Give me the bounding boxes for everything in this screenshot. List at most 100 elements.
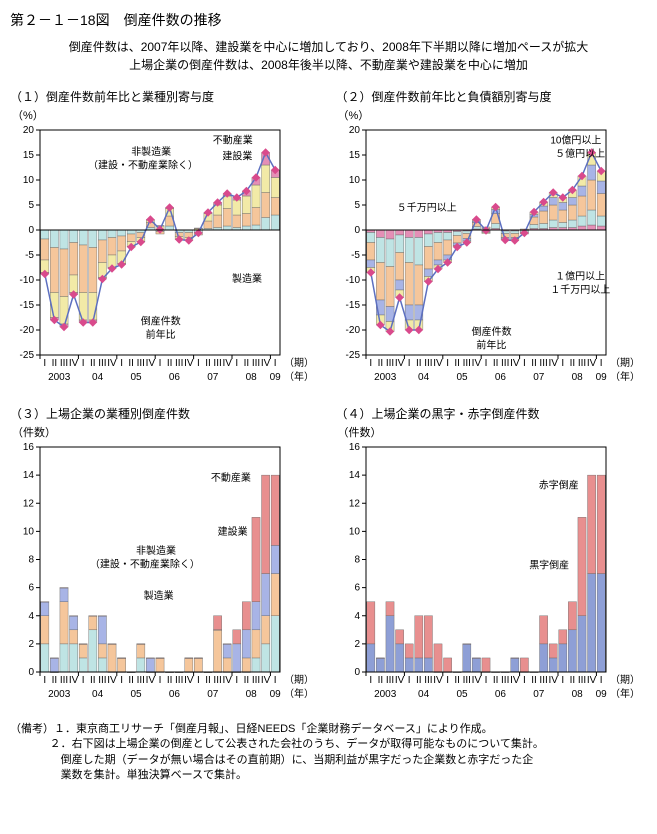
svg-text:I: I	[82, 675, 85, 686]
svg-text:II: II	[492, 675, 498, 686]
svg-text:-10: -10	[20, 275, 35, 286]
svg-text:8: 8	[354, 555, 360, 566]
svg-text:II: II	[128, 358, 134, 369]
svg-text:５千万円以上: ５千万円以上	[396, 202, 456, 214]
svg-text:II: II	[416, 675, 422, 686]
svg-text:I: I	[159, 675, 162, 686]
svg-text:III: III	[175, 358, 183, 369]
svg-text:倒産件数: 倒産件数	[141, 315, 181, 328]
svg-text:-5: -5	[351, 250, 360, 261]
svg-text:I: I	[407, 675, 410, 686]
svg-text:16: 16	[23, 442, 35, 453]
svg-text:-25: -25	[20, 350, 35, 361]
panel-4-title: （４）上場企業の黒字・赤字倒産件数	[336, 405, 648, 422]
svg-text:10億円以上: 10億円以上	[550, 134, 601, 147]
svg-text:I: I	[43, 675, 46, 686]
svg-text:不動産業: 不動産業	[211, 471, 251, 484]
svg-text:I: I	[446, 358, 449, 369]
panel-1-title: （１）倒産件数前年比と業種別寄与度	[10, 88, 322, 105]
svg-text:05: 05	[130, 689, 142, 700]
svg-text:前年比: 前年比	[476, 338, 506, 351]
svg-text:倒産件数: 倒産件数	[471, 325, 511, 338]
svg-text:-20: -20	[20, 325, 35, 336]
svg-text:II: II	[205, 358, 211, 369]
svg-text:10: 10	[348, 526, 360, 537]
svg-text:2003: 2003	[374, 372, 397, 383]
svg-text:（期）: （期）	[610, 674, 640, 686]
svg-text:-5: -5	[25, 250, 34, 261]
panel-2: （２）倒産件数前年比と負債額別寄与度 （%） -25-20-15-10-5051…	[336, 88, 648, 395]
svg-text:0: 0	[28, 225, 34, 236]
svg-text:20: 20	[23, 125, 35, 136]
svg-text:06: 06	[494, 372, 506, 383]
chart-4: 0246810121416IIIIIIIVIIIIIIIVIIIIIIIVIII…	[336, 442, 641, 712]
svg-text:07: 07	[207, 689, 219, 700]
svg-text:09: 09	[595, 689, 607, 700]
svg-text:（年）: （年）	[610, 370, 640, 383]
svg-text:II: II	[416, 358, 422, 369]
svg-text:I: I	[274, 358, 277, 369]
panel-1: （１）倒産件数前年比と業種別寄与度 （%） -25-20-15-10-50510…	[10, 88, 322, 395]
svg-text:4: 4	[28, 611, 34, 622]
svg-text:II: II	[569, 675, 575, 686]
svg-text:06: 06	[169, 689, 181, 700]
svg-text:II: II	[531, 358, 537, 369]
svg-text:10: 10	[23, 175, 35, 186]
panel-3-unit: （件数）	[12, 424, 322, 440]
svg-text:非製造業: 非製造業	[136, 544, 176, 557]
svg-text:（建設・不動産業除く）: （建設・不動産業除く）	[88, 158, 198, 171]
svg-text:I: I	[43, 358, 46, 369]
svg-text:II: II	[569, 358, 575, 369]
svg-text:III: III	[98, 675, 106, 686]
svg-text:09: 09	[270, 372, 282, 383]
svg-text:05: 05	[130, 372, 142, 383]
svg-text:IV: IV	[184, 675, 194, 686]
svg-text:IV: IV	[107, 675, 117, 686]
svg-text:（期）: （期）	[284, 674, 314, 686]
svg-text:III: III	[539, 675, 547, 686]
svg-text:I: I	[120, 358, 123, 369]
svg-text:I: I	[523, 358, 526, 369]
svg-text:（期）: （期）	[610, 357, 640, 369]
svg-text:6: 6	[28, 583, 34, 594]
svg-text:IV: IV	[261, 675, 271, 686]
svg-text:II: II	[52, 675, 58, 686]
svg-text:III: III	[539, 358, 547, 369]
svg-text:15: 15	[348, 150, 360, 161]
svg-text:（建設・不動産業除く）: （建設・不動産業除く）	[90, 557, 200, 570]
svg-text:0: 0	[28, 667, 34, 678]
svg-text:16: 16	[348, 442, 360, 453]
svg-text:15: 15	[23, 150, 35, 161]
svg-text:III: III	[98, 358, 106, 369]
svg-text:II: II	[377, 675, 383, 686]
svg-text:III: III	[385, 675, 393, 686]
svg-text:II: II	[90, 358, 96, 369]
svg-text:製造業: 製造業	[144, 589, 174, 602]
svg-text:II: II	[454, 675, 460, 686]
svg-text:III: III	[137, 675, 145, 686]
svg-text:04: 04	[418, 689, 430, 700]
figure-title: 第２－１－18図 倒産件数の推移	[10, 10, 647, 30]
svg-text:04: 04	[92, 689, 104, 700]
svg-text:III: III	[462, 675, 470, 686]
svg-text:５億円以上: ５億円以上	[555, 147, 605, 160]
svg-text:08: 08	[571, 372, 583, 383]
svg-text:I: I	[446, 675, 449, 686]
svg-text:2003: 2003	[374, 689, 397, 700]
svg-text:IV: IV	[510, 358, 520, 369]
svg-text:黒字倒産: 黒字倒産	[529, 559, 569, 572]
svg-text:2003: 2003	[48, 372, 71, 383]
svg-text:IV: IV	[184, 358, 194, 369]
svg-text:建設業: 建設業	[222, 149, 252, 162]
svg-text:II: II	[167, 358, 173, 369]
svg-text:12: 12	[23, 498, 35, 509]
svg-text:III: III	[424, 358, 432, 369]
svg-text:I: I	[407, 358, 410, 369]
svg-text:製造業: 製造業	[232, 272, 262, 285]
panel-3-title: （３）上場企業の業種別倒産件数	[10, 405, 322, 422]
note-2: ２．右下図は上場企業の倒産として公表された会社のうち、データが取得可能なものにつ…	[10, 737, 647, 752]
svg-text:III: III	[501, 358, 509, 369]
svg-text:I: I	[82, 358, 85, 369]
svg-text:１億円以上: １億円以上	[555, 270, 605, 283]
svg-text:12: 12	[348, 498, 360, 509]
